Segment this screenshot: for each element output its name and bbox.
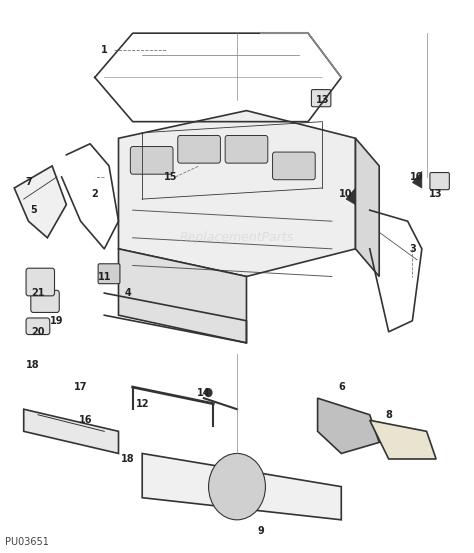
Text: 7: 7 — [25, 178, 32, 187]
Text: 9: 9 — [257, 526, 264, 536]
Text: 14: 14 — [197, 388, 210, 398]
FancyBboxPatch shape — [273, 152, 315, 180]
Text: 16: 16 — [79, 415, 92, 425]
Text: 20: 20 — [31, 327, 45, 337]
Text: 4: 4 — [125, 288, 131, 298]
Text: 5: 5 — [30, 205, 36, 215]
Polygon shape — [118, 111, 356, 276]
Circle shape — [205, 389, 212, 397]
Polygon shape — [370, 420, 436, 459]
FancyBboxPatch shape — [225, 135, 268, 163]
Text: 12: 12 — [136, 399, 149, 409]
FancyBboxPatch shape — [98, 264, 120, 284]
Text: 18: 18 — [27, 360, 40, 370]
Polygon shape — [142, 453, 341, 520]
Text: 2: 2 — [91, 189, 98, 199]
Text: 8: 8 — [385, 410, 392, 420]
Text: 3: 3 — [409, 244, 416, 254]
FancyBboxPatch shape — [31, 290, 59, 312]
FancyBboxPatch shape — [26, 318, 50, 335]
Text: 15: 15 — [164, 172, 177, 182]
Text: 13: 13 — [316, 95, 329, 105]
Polygon shape — [346, 188, 356, 205]
FancyBboxPatch shape — [130, 147, 173, 174]
Text: 13: 13 — [429, 189, 443, 199]
Text: ReplacementParts: ReplacementParts — [180, 231, 294, 244]
Polygon shape — [14, 166, 66, 238]
FancyBboxPatch shape — [311, 90, 331, 107]
Polygon shape — [24, 409, 119, 453]
Polygon shape — [356, 138, 379, 276]
Polygon shape — [412, 171, 422, 188]
Text: 18: 18 — [121, 454, 135, 464]
Text: 11: 11 — [98, 272, 111, 281]
Text: 21: 21 — [31, 288, 45, 298]
Text: 19: 19 — [50, 316, 64, 326]
Text: 10: 10 — [339, 189, 353, 199]
Text: 1: 1 — [101, 45, 108, 55]
Polygon shape — [318, 398, 379, 453]
Text: 6: 6 — [338, 382, 345, 392]
FancyBboxPatch shape — [178, 135, 220, 163]
Text: 10: 10 — [410, 172, 424, 182]
Polygon shape — [118, 249, 246, 343]
FancyBboxPatch shape — [430, 173, 449, 190]
Text: PU03651: PU03651 — [5, 538, 49, 547]
Circle shape — [209, 453, 265, 520]
Text: 17: 17 — [74, 382, 87, 392]
FancyBboxPatch shape — [26, 268, 55, 296]
